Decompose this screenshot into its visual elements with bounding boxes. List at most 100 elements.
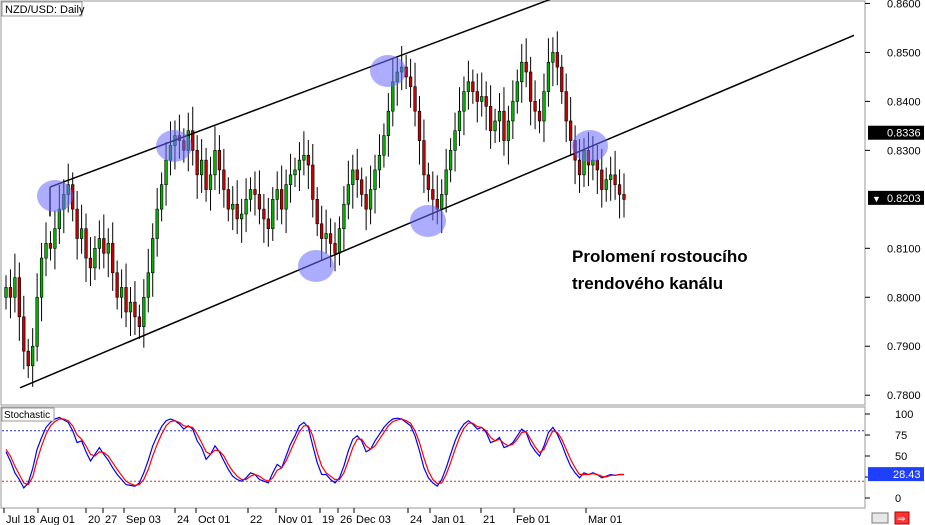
candle-body bbox=[271, 199, 275, 230]
candle-body bbox=[346, 184, 350, 205]
candle-body bbox=[124, 287, 128, 313]
candle-body bbox=[386, 110, 390, 136]
candle-body bbox=[204, 159, 208, 190]
candle-body bbox=[311, 164, 315, 200]
candle-body bbox=[88, 257, 93, 269]
current-price-label: 0.8203 bbox=[887, 193, 921, 205]
candle-body bbox=[360, 179, 364, 195]
candle-body bbox=[480, 96, 484, 102]
candle-body bbox=[133, 301, 137, 318]
candle-body bbox=[22, 316, 26, 352]
candle-body bbox=[537, 110, 542, 122]
candle-body bbox=[93, 247, 97, 269]
annotation-line-1: Prolomení rostoucího bbox=[572, 247, 748, 266]
stochastic-tick-label: 50 bbox=[895, 451, 907, 463]
price-axis: 0.8600 0.8500 0.8400 0.8300 0.8100 0.8000 0.79… bbox=[865, 0, 924, 402]
candle-body bbox=[457, 110, 462, 132]
touch-marker bbox=[298, 250, 334, 282]
candle-body bbox=[426, 174, 430, 190]
candle-body bbox=[8, 287, 13, 298]
candle-body bbox=[97, 238, 101, 249]
candle-body bbox=[111, 243, 115, 274]
candle-body bbox=[159, 184, 164, 210]
candle-body bbox=[164, 159, 168, 185]
candle-body bbox=[320, 223, 324, 239]
touch-marker bbox=[37, 180, 73, 212]
candle-body bbox=[431, 189, 435, 200]
candle-body bbox=[288, 174, 293, 185]
candle-body bbox=[102, 238, 106, 254]
end-button[interactable] bbox=[894, 511, 910, 525]
candle-body bbox=[493, 120, 497, 132]
time-tick-label: Nov 01 bbox=[278, 514, 313, 525]
candle-body bbox=[448, 150, 453, 171]
stochastic-panel bbox=[0, 406, 866, 509]
time-tick-label: 24 bbox=[410, 514, 422, 525]
time-tick-label: 22 bbox=[250, 514, 262, 525]
candle-body bbox=[511, 101, 515, 122]
candle-body bbox=[248, 189, 253, 200]
marked-level-label: 0.8336 bbox=[887, 128, 921, 140]
candle-body bbox=[75, 208, 79, 239]
stochastic-axis: 100755025028.43 bbox=[865, 409, 924, 505]
time-axis: Jul 18 Aug 01 20 27 Sep 03 24 Oct 01 22 Nov 01 19… bbox=[3, 508, 622, 525]
candle-body bbox=[297, 159, 302, 171]
candle-body bbox=[257, 194, 262, 210]
candle-body bbox=[200, 159, 204, 176]
candle-body bbox=[53, 228, 57, 249]
candle-body bbox=[533, 101, 537, 112]
candle-body bbox=[617, 184, 622, 195]
candle-body bbox=[293, 169, 297, 176]
chart-title: NZD/USD: Daily bbox=[5, 4, 85, 16]
price-tick-label: 0.7900 bbox=[887, 341, 921, 353]
price-tick-label: 0.8500 bbox=[887, 47, 921, 59]
chart-title-box bbox=[1, 1, 83, 17]
candle-body bbox=[368, 189, 373, 210]
time-tick-label: Jan 01 bbox=[432, 514, 465, 525]
candle-body bbox=[497, 110, 502, 122]
current-price-arrow-icon: ▼ bbox=[872, 194, 881, 204]
price-tick-label: 0.7800 bbox=[887, 390, 921, 402]
stochastic-tick-label: 100 bbox=[895, 409, 913, 421]
candle-body bbox=[622, 194, 626, 200]
candle-body bbox=[142, 296, 146, 327]
candle-body bbox=[302, 154, 306, 161]
price-tick-label: 0.8100 bbox=[887, 243, 921, 255]
annotation-line-2: trendového kanálu bbox=[572, 274, 723, 293]
time-tick-label: Aug 01 bbox=[40, 514, 75, 525]
candle-body bbox=[146, 272, 150, 298]
candle-body bbox=[48, 243, 53, 249]
stochastic-title: Stochastic bbox=[4, 410, 50, 421]
candle-body bbox=[502, 110, 506, 141]
candle-body bbox=[84, 228, 88, 259]
time-tick-label: 24 bbox=[177, 514, 189, 525]
time-tick-label: 20 bbox=[88, 514, 100, 525]
candle-body bbox=[13, 277, 17, 298]
candle-body bbox=[155, 208, 159, 239]
candle-body bbox=[488, 105, 493, 132]
touch-marker bbox=[572, 130, 608, 162]
touch-marker bbox=[156, 130, 192, 162]
stochastic-title-box bbox=[1, 407, 55, 422]
marked-level-box bbox=[868, 125, 924, 140]
candle-body bbox=[266, 218, 270, 230]
candle-body bbox=[4, 287, 8, 298]
candle-body bbox=[44, 243, 48, 259]
candle-body bbox=[17, 277, 21, 318]
candle-body bbox=[351, 169, 355, 185]
candle-body bbox=[440, 194, 444, 210]
scroll-button[interactable] bbox=[871, 512, 889, 524]
candle-body bbox=[231, 203, 235, 210]
stochastic-line bbox=[5, 418, 624, 487]
stochastic-tick-label: 75 bbox=[895, 430, 907, 442]
candle-body bbox=[342, 203, 346, 230]
time-tick-label: Sep 03 bbox=[126, 514, 161, 525]
candle-body bbox=[595, 159, 599, 171]
channel-upper-line bbox=[49, 0, 551, 188]
candle-body bbox=[213, 150, 217, 176]
candle-body bbox=[546, 61, 551, 92]
candle-body bbox=[577, 159, 582, 176]
time-tick-label: 21 bbox=[483, 514, 495, 525]
time-tick-label: Mar 01 bbox=[588, 514, 622, 525]
